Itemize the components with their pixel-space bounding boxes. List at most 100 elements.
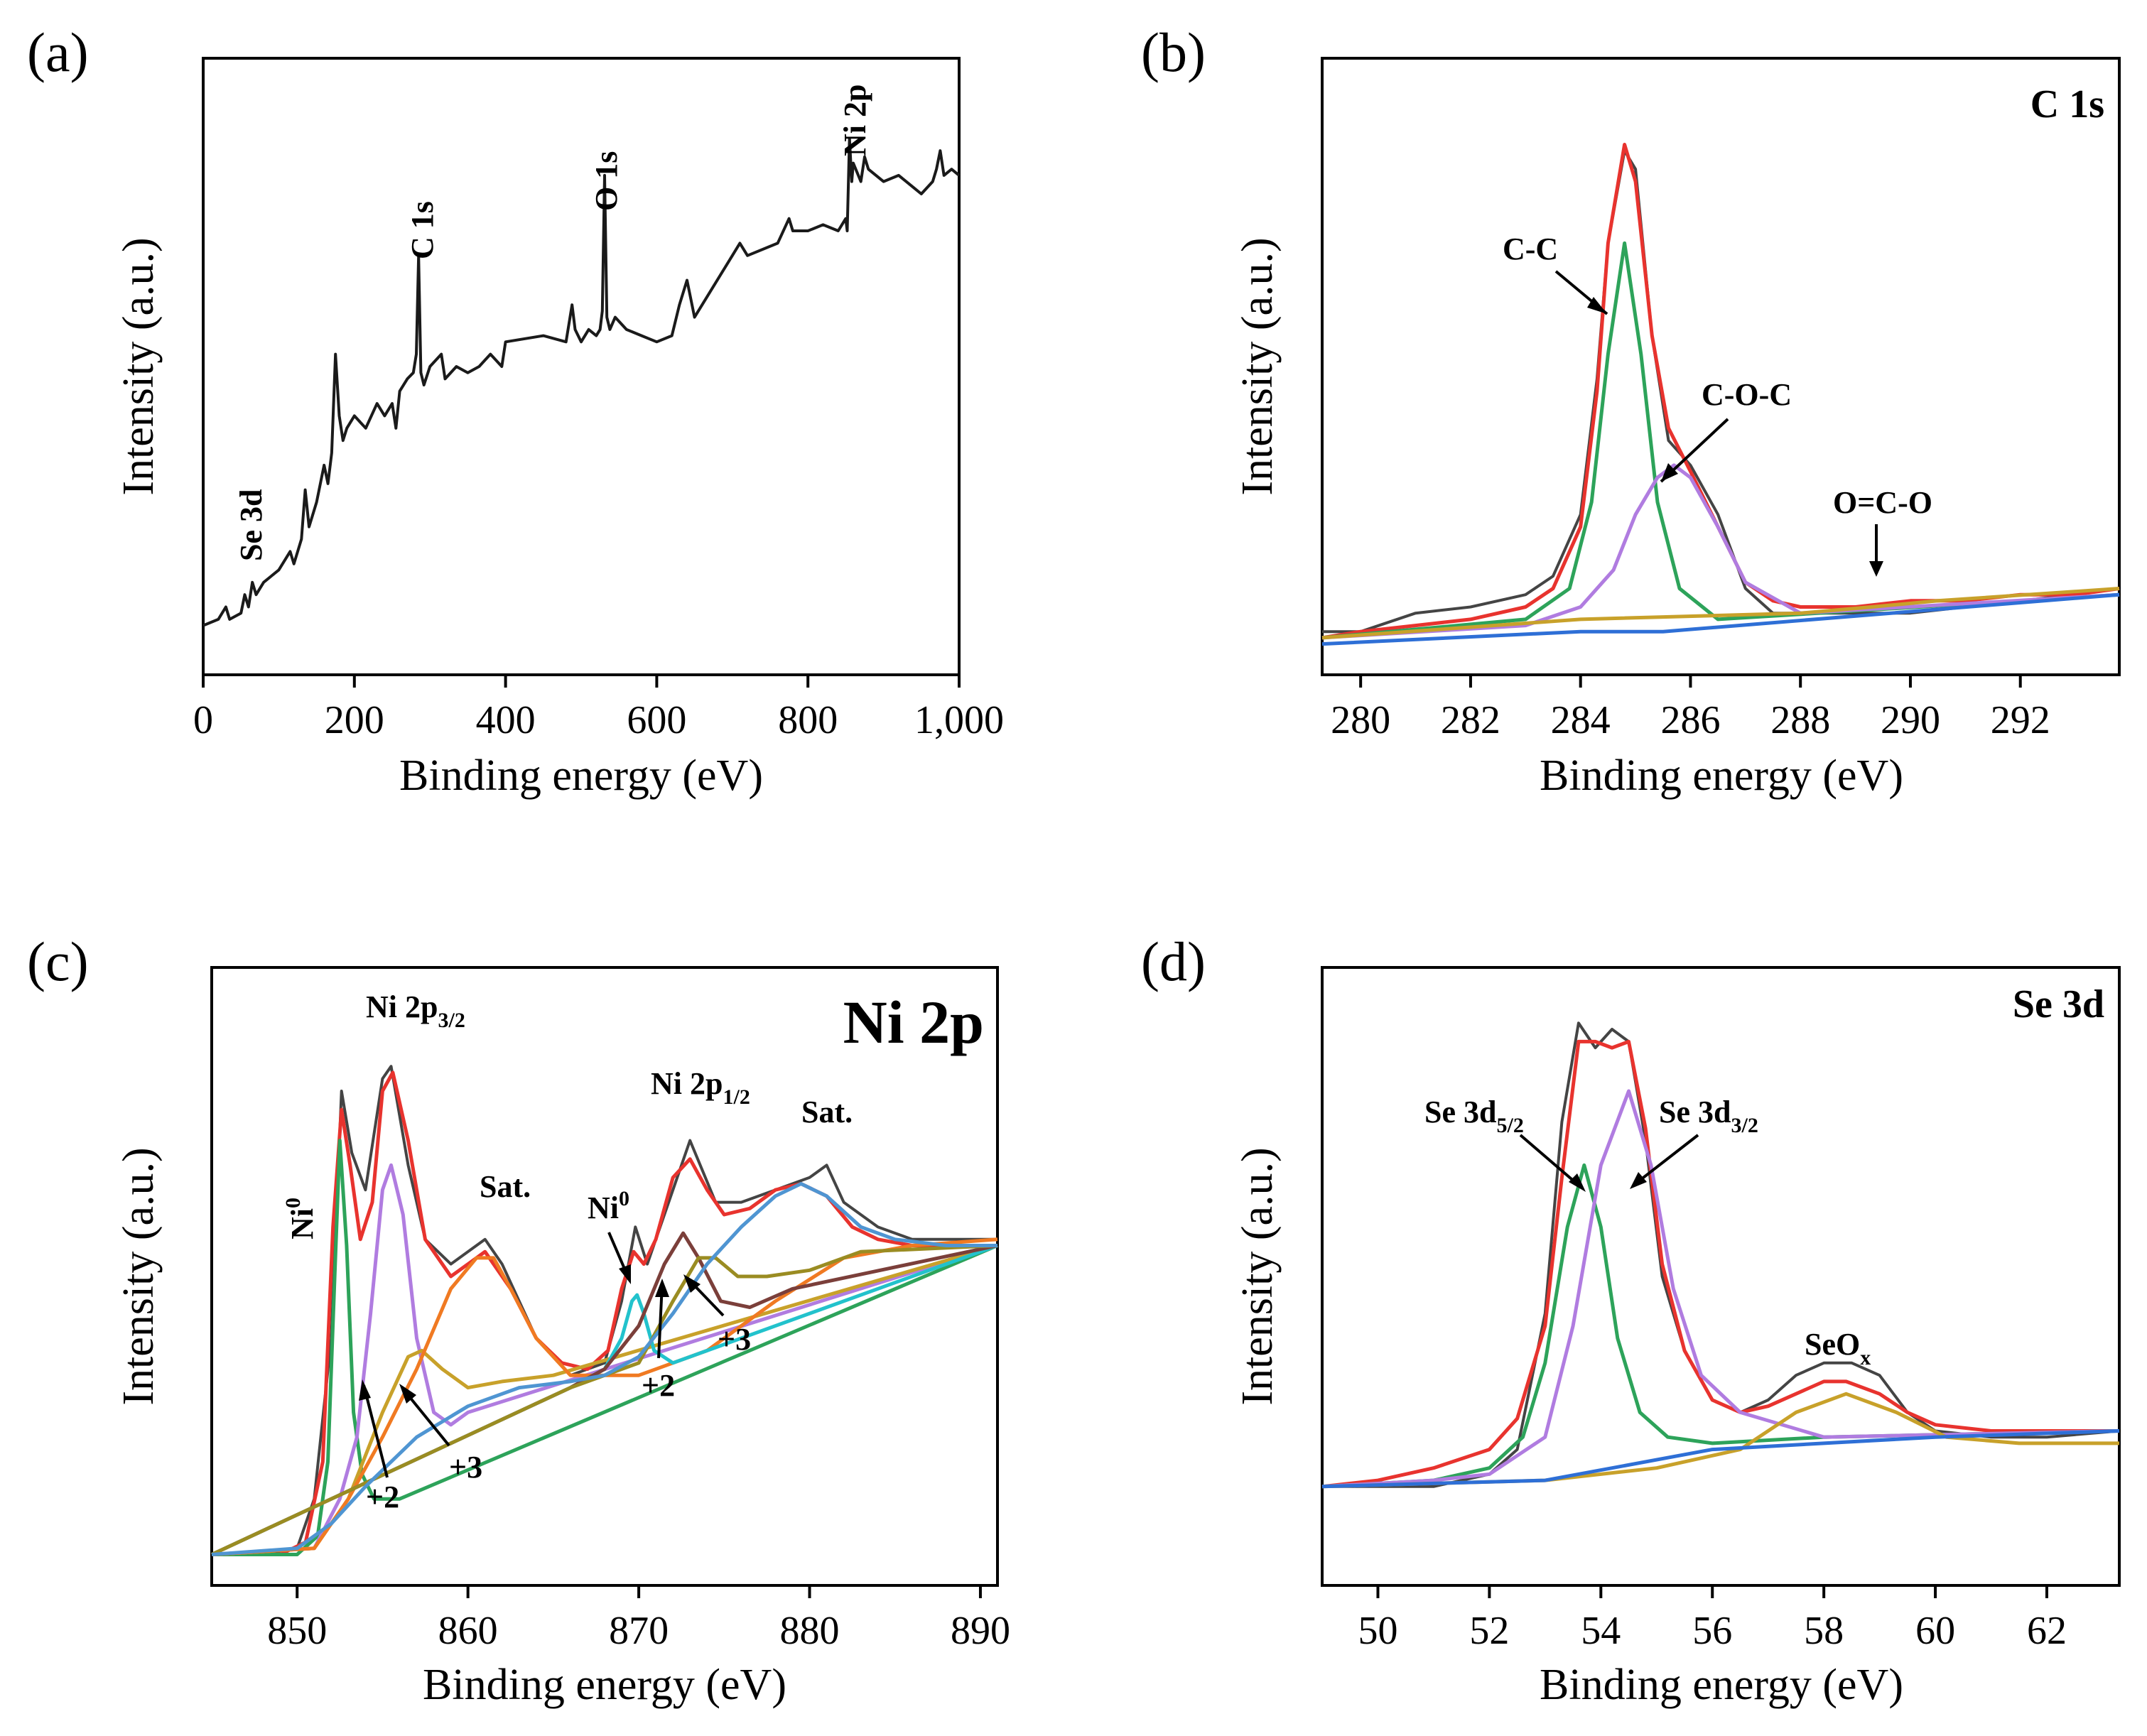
se3d32-text: Se 3d [1659, 1095, 1731, 1129]
ni0-a-text: Ni [285, 1208, 320, 1239]
x-axis-title-a: Binding energy (eV) [399, 752, 763, 800]
arrow-se3d52 [1519, 1134, 1583, 1189]
x-tick-label: 56 [1692, 1609, 1732, 1653]
peak-label-se3d52: Se 3d5/2 [1424, 1095, 1524, 1137]
plot-frame-d [1321, 966, 2121, 1587]
peak-label-seox: SeOx [1805, 1327, 1871, 1369]
panel-b: (b) 280 282 284 286 288 290 292 Binding energy… [1141, 21, 2121, 800]
arrowhead-plus3-a [399, 1384, 416, 1404]
peak-label-sat-b: Sat. [801, 1095, 853, 1129]
plot-area-d [1321, 1021, 2120, 1489]
peak-label-c1s: C 1s [405, 201, 440, 259]
peak-label-o1s: O 1s [589, 151, 624, 211]
x-tick-label: 286 [1660, 698, 1720, 742]
series-se-3d5-2-d [1321, 1163, 2120, 1489]
panel-label-c: (c) [27, 931, 89, 992]
series-seox-d [1321, 1391, 2119, 1489]
x-ticks-b: 280 282 284 286 288 290 292 [1331, 675, 2050, 742]
x-tick-label: 62 [2027, 1609, 2067, 1653]
peak-label-cc: C-C [1503, 232, 1558, 266]
ni2p12-text: Ni 2p [651, 1066, 723, 1101]
x-tick-label: 290 [1881, 698, 1940, 742]
series-ni2-2p1-2-c [210, 1231, 998, 1556]
x-tick-label: 890 [951, 1609, 1010, 1653]
x-tick-label: 400 [476, 698, 536, 742]
series-sat-2p1-2-c [211, 1182, 997, 1556]
peak-label-ni2p12: Ni 2p1/2 [651, 1066, 750, 1109]
x-ticks-c: 850 860 870 880 890 [267, 1585, 1010, 1653]
arrowhead-plus2-b [655, 1279, 669, 1297]
peak-label-oco: O=C-O [1833, 485, 1932, 520]
arrow-plus2-a [362, 1384, 389, 1478]
series-c-o-c-b [1321, 463, 2120, 640]
ni2p32-sub: 3/2 [438, 1009, 465, 1032]
x-tick-label: 282 [1441, 698, 1500, 742]
series-background-d [1321, 1429, 2120, 1489]
x-tick-label: 800 [778, 698, 838, 742]
se3d32-sub: 3/2 [1731, 1114, 1758, 1137]
peak-label-plus2-a: +2 [366, 1480, 399, 1514]
x-tick-label: 58 [1804, 1609, 1844, 1653]
panel-d: (d) 50 52 54 56 58 60 62 Binding energy (eV) I… [1141, 931, 2121, 1709]
peak-label-ni0-a: Ni0 [281, 1198, 320, 1239]
panel-a: (a) 0 200 400 600 800 1,000 Binding energy (e… [27, 21, 1004, 800]
seox-sub: x [1860, 1346, 1871, 1369]
arrow-se3d32 [1633, 1134, 1699, 1186]
panel-label-a: (a) [27, 21, 89, 83]
panel-label-d: (d) [1141, 931, 1206, 992]
arrowhead-se3d52 [1569, 1173, 1586, 1192]
series-envelope-d [1321, 1039, 2119, 1489]
peak-label-ni0-b: Ni0 [588, 1187, 629, 1225]
x-axis-title-d: Binding energy (eV) [1540, 1661, 1903, 1709]
series-raw-d [1322, 1021, 2120, 1488]
arrowhead-ni0-b [619, 1264, 631, 1284]
x-tick-label: 1,000 [914, 698, 1004, 742]
y-axis-title-c: Intensity (a.u.) [114, 1147, 163, 1405]
series-envelope-c [212, 1070, 997, 1556]
plot-area-c [210, 1065, 998, 1556]
series-ni2-2p3-2-c [211, 1163, 998, 1556]
panel-c: (c) 850 860 870 880 890 Binding energy (eV) … [27, 931, 1010, 1709]
ni0-b-sup: 0 [619, 1187, 629, 1210]
x-axis-title-b: Binding energy (eV) [1540, 752, 1903, 800]
series-ni3-2p1-2-c [210, 1244, 998, 1556]
x-ticks-d: 50 52 54 56 58 60 62 [1358, 1585, 2067, 1653]
x-tick-label: 284 [1551, 698, 1611, 742]
peak-label-ni2p32: Ni 2p3/2 [366, 989, 465, 1032]
y-axis-title-a: Intensity (a.u.) [114, 237, 163, 495]
arrowhead-se3d32 [1630, 1172, 1647, 1189]
ni2p32-text: Ni 2p [366, 989, 438, 1024]
x-tick-label: 280 [1331, 698, 1390, 742]
x-tick-label: 54 [1581, 1609, 1621, 1653]
panel-title-c1s: C 1s [2030, 82, 2104, 126]
y-axis-title-d: Intensity (a.u.) [1233, 1147, 1282, 1405]
x-tick-label: 52 [1469, 1609, 1509, 1653]
se3d52-sub: 5/2 [1496, 1114, 1523, 1137]
ni2p12-sub: 1/2 [723, 1085, 750, 1109]
series-background-b [1321, 592, 2120, 646]
series-o-c-o-b [1321, 587, 2120, 640]
arrowhead-oco [1869, 561, 1883, 577]
ni0-b-text: Ni [588, 1190, 619, 1225]
x-tick-label: 292 [1991, 698, 2050, 742]
plot-frame-b [1321, 57, 2121, 676]
peak-label-plus3-b: +3 [718, 1322, 751, 1357]
series-survey-a [202, 136, 961, 627]
series-se-3d3-2-d [1321, 1089, 2120, 1489]
x-tick-label: 860 [438, 1609, 498, 1653]
arrowhead-plus3-b [683, 1274, 701, 1293]
peak-label-plus2-b: +2 [642, 1368, 675, 1403]
x-tick-label: 60 [1915, 1609, 1955, 1653]
peak-label-se3d32: Se 3d3/2 [1659, 1095, 1758, 1137]
x-tick-label: 288 [1770, 698, 1830, 742]
peak-label-coc: C-O-C [1702, 377, 1792, 412]
plot-area-a [202, 136, 961, 627]
arrowhead-coc [1661, 463, 1678, 482]
x-tick-label: 200 [325, 698, 384, 742]
plot-frame-c [210, 966, 999, 1587]
x-axis-title-c: Binding energy (eV) [423, 1661, 786, 1709]
arrowhead-plus2-a [359, 1379, 371, 1401]
x-tick-label: 600 [627, 698, 686, 742]
arrowhead-cc [1587, 297, 1607, 314]
